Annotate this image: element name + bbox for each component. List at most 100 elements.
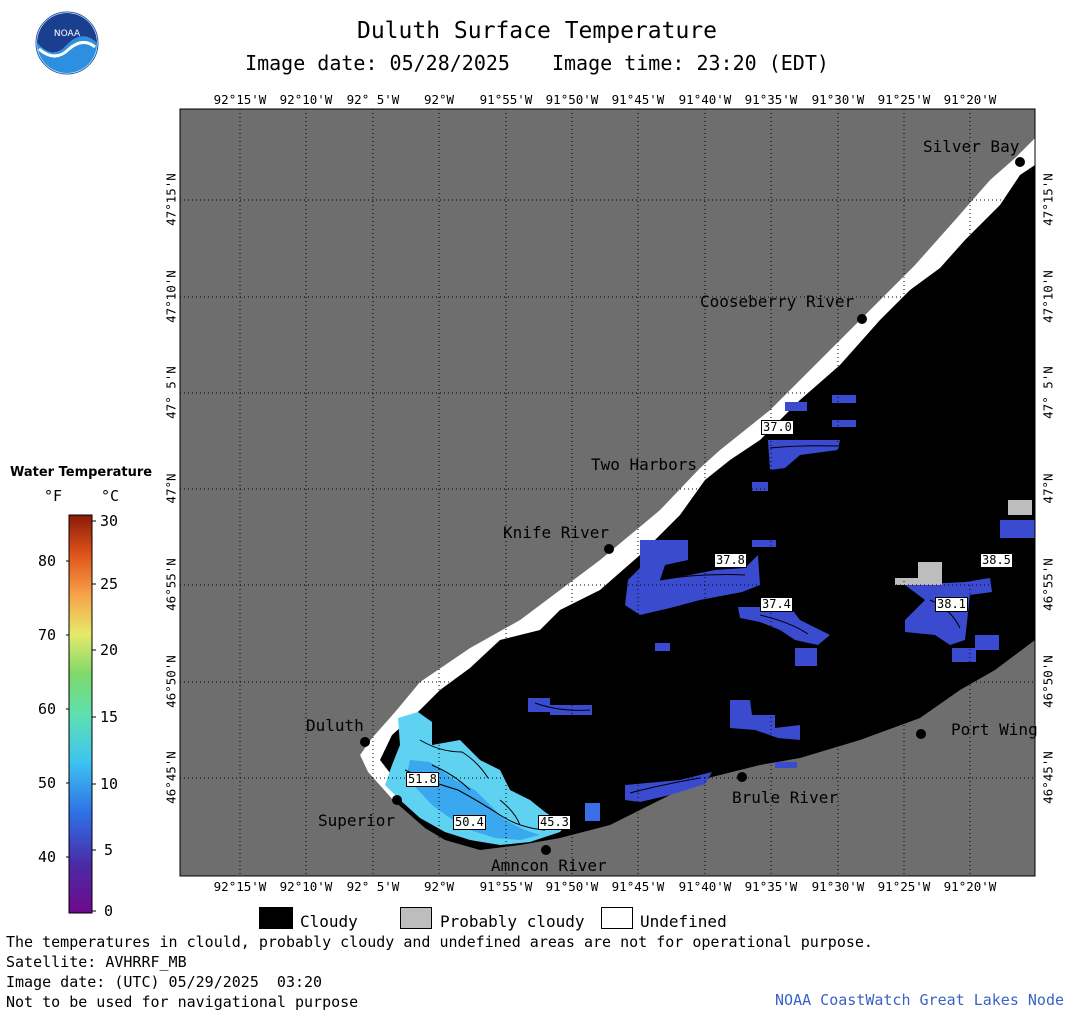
- lon-label-bottom-3: 92° 5'W: [346, 879, 400, 894]
- place-amnicon-river: Amncon River: [491, 856, 607, 875]
- place-brule-river: Brule River: [732, 788, 838, 807]
- lon-label-top-6: 91°50'W: [545, 92, 599, 107]
- lon-label-top-12: 91°20'W: [943, 92, 997, 107]
- image-time: Image time: 23:20 (EDT): [551, 51, 829, 75]
- place-port-wing: Port Wing: [951, 720, 1038, 739]
- place-gooseberry-river: Cooseberry River: [700, 292, 855, 311]
- navigation-warning: Not to be used for navigational purpose: [6, 993, 359, 1011]
- lat-label-left-1: 47°15'N: [163, 173, 179, 226]
- legend-label-cloudy: Cloudy: [300, 912, 358, 931]
- lat-label-left-4: 47°N: [163, 473, 179, 504]
- probably-cloudy-patch: [895, 562, 942, 585]
- superior-marker: [392, 795, 402, 805]
- colorbar-f-tick: 70: [38, 626, 57, 644]
- lon-label-top-8: 91°40'W: [678, 92, 732, 107]
- temp-label: 38.1: [935, 597, 968, 612]
- colorbar-c-tick: 30: [100, 512, 119, 530]
- colorbar-f-tick: 60: [38, 700, 57, 718]
- cold-patch-t: [775, 762, 797, 768]
- lon-label-top-1: 92°15'W: [213, 92, 267, 107]
- lat-label-right-3: 47° 5'N: [1040, 366, 1056, 419]
- colorbar-unit-c: °C: [101, 487, 120, 505]
- lon-label-top-11: 91°25'W: [877, 92, 931, 107]
- place-knife-river: Knife River: [503, 523, 609, 542]
- cold-patch-l: [528, 698, 550, 712]
- lat-label-right-7: 46°45'N: [1040, 751, 1056, 804]
- cold-patch-p: [795, 648, 817, 666]
- graticule: [180, 109, 1035, 876]
- colorbar-c-tick: 15: [100, 708, 119, 726]
- colorbar-c-tick: 5: [104, 841, 114, 859]
- port-wing-marker: [916, 729, 926, 739]
- legend-swatch-cloudy: [259, 907, 293, 929]
- lon-label-bottom-7: 91°45'W: [611, 879, 665, 894]
- colorbar-c-tick: 25: [100, 575, 119, 593]
- temp-label: 50.4: [453, 815, 486, 830]
- lon-label-top-5: 91°55'W: [479, 92, 533, 107]
- place-silver-bay: Silver Bay: [923, 137, 1020, 156]
- gooseberry-river-marker: [857, 314, 867, 324]
- cold-patch-q: [952, 648, 976, 662]
- place-duluth: Duluth: [306, 716, 364, 735]
- lon-label-top-4: 92°W: [423, 92, 455, 107]
- knife-river-marker: [604, 544, 614, 554]
- legend-swatch-probably-cloudy: [400, 907, 432, 929]
- cold-patch-j: [752, 482, 768, 491]
- mid-water-superior: [406, 760, 540, 840]
- image-datetime: Image date: 05/28/2025 Image time: 23:20 …: [0, 51, 1074, 75]
- temp-label: 37.4: [760, 597, 793, 612]
- lon-label-bottom-2: 92°10'W: [279, 879, 333, 894]
- lon-label-top-3: 92° 5'W: [346, 92, 400, 107]
- colorbar-title: Water Temperature: [10, 465, 153, 480]
- cold-patch-k: [752, 540, 776, 547]
- probably-cloudy-patch-east: [1008, 500, 1032, 515]
- map-frame: [179, 108, 1036, 877]
- place-two-harbors: Two Harbors: [591, 455, 697, 474]
- lon-label-top-7: 91°45'W: [611, 92, 665, 107]
- image-date: Image date: 05/28/2025: [245, 51, 510, 75]
- lon-label-top-9: 91°35'W: [744, 92, 798, 107]
- lat-label-right-5: 46°55'N: [1040, 558, 1056, 611]
- colorbar-c-tick: 20: [100, 641, 119, 659]
- temp-label: 51.8: [406, 772, 439, 787]
- colorbar-c-tick: 10: [100, 775, 119, 793]
- place-superior: Superior: [318, 811, 396, 830]
- silver-bay-marker: [1015, 157, 1025, 167]
- temp-label: 38.5: [980, 553, 1013, 568]
- lat-label-right-6: 46°50'N: [1040, 655, 1056, 708]
- lat-label-right-1: 47°15'N: [1040, 173, 1056, 226]
- cold-patch-a: [625, 540, 760, 615]
- lon-label-bottom-1: 92°15'W: [213, 879, 267, 894]
- place-markers: [360, 157, 1025, 855]
- colorbar: [66, 514, 96, 914]
- lon-label-bottom-8: 91°40'W: [678, 879, 732, 894]
- colorbar-f-tick: 50: [38, 774, 57, 792]
- lon-label-bottom-12: 91°20'W: [943, 879, 997, 894]
- svg-text:NOAA: NOAA: [54, 29, 81, 39]
- lon-label-bottom-5: 91°55'W: [479, 879, 533, 894]
- disclaimer-text: The temperatures in clould, probably clo…: [6, 933, 873, 951]
- cold-patch-b: [738, 607, 830, 645]
- utc-date-text: Image date: (UTC) 05/29/2025 03:20: [6, 973, 323, 991]
- cold-patch-i: [832, 420, 856, 427]
- cold-patch-f: [730, 700, 800, 740]
- lon-label-bottom-9: 91°35'W: [744, 879, 798, 894]
- lon-label-bottom-11: 91°25'W: [877, 879, 931, 894]
- cold-patch-h: [832, 395, 856, 403]
- page-title: Duluth Surface Temperature: [356, 18, 718, 44]
- colorbar-unit-f: °F: [44, 487, 63, 505]
- lat-label-left-6: 46°50'N: [163, 655, 179, 708]
- cold-patch-d: [768, 440, 840, 470]
- lat-label-right-2: 47°10'N: [1040, 270, 1056, 323]
- noaa-logo: NOAA: [35, 11, 99, 75]
- lon-label-bottom-4: 92°W: [423, 879, 455, 894]
- colorbar-f-tick: 80: [38, 552, 57, 570]
- temp-label: 45.3: [538, 815, 571, 830]
- lat-label-left-3: 47° 5'N: [163, 366, 179, 419]
- temp-label: 37.0: [761, 420, 794, 435]
- lon-label-bottom-10: 91°30'W: [811, 879, 865, 894]
- lat-label-left-7: 46°45'N: [163, 751, 179, 804]
- cold-patch-r: [975, 635, 999, 650]
- credit-text: NOAA CoastWatch Great Lakes Node: [775, 991, 1064, 1009]
